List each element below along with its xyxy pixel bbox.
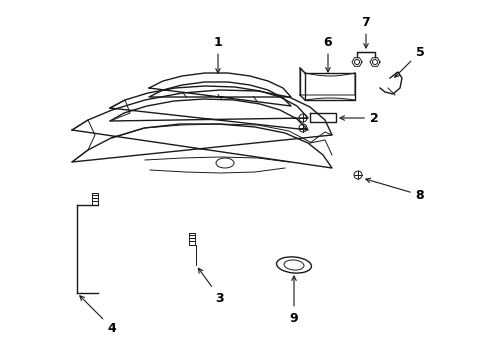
Text: 4: 4 xyxy=(80,296,116,334)
Text: 2: 2 xyxy=(339,112,378,125)
Text: 8: 8 xyxy=(365,178,424,202)
Text: 6: 6 xyxy=(323,36,332,72)
Text: 3: 3 xyxy=(198,268,224,305)
Text: 7: 7 xyxy=(361,15,369,48)
Text: 5: 5 xyxy=(394,45,424,77)
Text: 9: 9 xyxy=(289,276,298,324)
Text: 1: 1 xyxy=(213,36,222,73)
